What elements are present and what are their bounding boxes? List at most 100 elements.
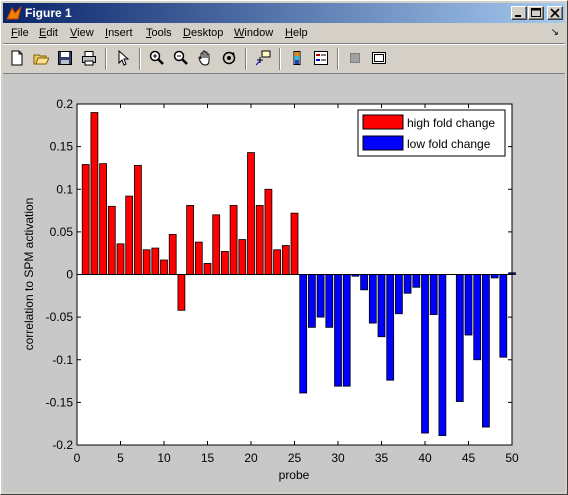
legend-swatch-high: [362, 114, 404, 130]
x-tick-label: 20: [244, 451, 258, 465]
pan-hand-icon: [198, 50, 210, 66]
bar-high: [177, 274, 186, 311]
bar-high: [212, 214, 221, 275]
bar-chart[interactable]: 0 5 10 15 20 25 30 35 40 45 50 -0.2 -0.15 -0.1 -0.05 0 0…: [3, 74, 565, 493]
x-tick-label: 35: [375, 451, 389, 465]
minimize-button[interactable]: [511, 6, 527, 20]
bar-low: [325, 274, 334, 328]
close-button[interactable]: [547, 6, 563, 20]
bar-high: [168, 234, 177, 275]
bar-low: [395, 274, 403, 315]
ticks-layer: 0 5 10 15 20 25 30 35 40 45 50 -0.2 -0.15 -0.1 -0.05 0 0…: [46, 97, 519, 465]
bar-high: [81, 164, 90, 275]
edit-plot-button[interactable]: [113, 48, 135, 70]
zoom-in-button[interactable]: [147, 48, 169, 70]
bar-high: [90, 112, 99, 275]
print-button[interactable]: [79, 48, 101, 70]
bar-low: [473, 274, 482, 361]
hide-plot-tools-button[interactable]: [345, 48, 367, 70]
bar-high: [194, 241, 203, 275]
x-tick-label: 5: [117, 451, 124, 465]
x-axis-label: probe: [279, 468, 310, 482]
bar-high: [186, 205, 194, 275]
legend-button[interactable]: [311, 48, 333, 70]
bar-high: [221, 251, 229, 275]
y-axis-label: correlation to SPM activation: [22, 198, 36, 351]
menu-tools[interactable]: Tools: [146, 27, 172, 39]
y-tick-label: 0.2: [56, 97, 73, 111]
hide-plot-tools-icon: [350, 53, 360, 63]
x-tick-label: 40: [418, 451, 432, 465]
menu-edit[interactable]: Edit: [39, 27, 58, 39]
data-cursor-button[interactable]: [253, 48, 275, 70]
bar-low: [403, 274, 412, 294]
data-cursor-icon: [255, 50, 271, 66]
menu-insert[interactable]: Insert: [105, 27, 133, 39]
title-bar[interactable]: Figure 1: [3, 3, 565, 23]
x-tick-label: 45: [462, 451, 476, 465]
legend-swatch-low: [362, 135, 404, 151]
zoom-out-button[interactable]: [171, 48, 193, 70]
edit-plot-arrow-icon: [118, 50, 130, 66]
x-tick-label: 10: [157, 451, 171, 465]
new-figure-icon: [11, 50, 23, 66]
open-file-icon: [33, 54, 49, 65]
bar-high: [238, 239, 247, 275]
pan-button[interactable]: [195, 48, 217, 70]
bar-high: [142, 249, 151, 275]
bar-low: [429, 274, 438, 315]
y-tick-label: 0.05: [50, 225, 74, 239]
y-tick-label: 0: [66, 268, 73, 282]
y-tick-label: 0.1: [56, 182, 73, 196]
bar-high: [116, 243, 125, 275]
bar-low: [438, 274, 447, 437]
show-plot-tools-button[interactable]: [369, 48, 391, 70]
show-plot-tools-icon: [372, 52, 386, 64]
bar-low: [499, 274, 508, 358]
x-tick-label: 25: [288, 451, 302, 465]
menu-desktop[interactable]: Desktop: [183, 27, 224, 39]
bar-high: [107, 205, 116, 275]
bar-low: [334, 274, 342, 387]
bar-low: [386, 274, 395, 381]
rotate-3d-button[interactable]: [219, 48, 241, 70]
maximize-button[interactable]: [528, 6, 544, 20]
colorbar-button[interactable]: [287, 48, 309, 70]
rotate-3d-icon: [222, 51, 236, 65]
bar-high: [125, 195, 134, 275]
y-tick-label: 0.15: [50, 140, 74, 154]
bar-low: [360, 274, 368, 291]
y-tick-label: -0.2: [52, 438, 73, 452]
menu-window[interactable]: Window: [234, 27, 274, 39]
new-figure-button[interactable]: [7, 48, 29, 70]
save-icon: [58, 51, 72, 65]
legend[interactable]: high fold change low fold change: [357, 109, 506, 157]
bar-high: [229, 205, 238, 275]
bar-high: [247, 152, 255, 275]
bar-low: [316, 274, 325, 318]
menu-help[interactable]: Help: [285, 27, 308, 39]
open-file-button[interactable]: [31, 48, 53, 70]
bar-low: [464, 274, 473, 336]
save-button[interactable]: [55, 48, 77, 70]
x-tick-label: 0: [74, 451, 81, 465]
menu-file[interactable]: File: [11, 27, 29, 39]
bar-high: [273, 249, 281, 275]
bar-low: [299, 274, 308, 394]
menu-view[interactable]: View: [70, 27, 94, 39]
bar-low: [308, 274, 316, 328]
dock-arrow-icon[interactable]: ↘: [550, 27, 559, 38]
toolbar-separator: [139, 48, 141, 70]
zoom-out-icon: [173, 50, 188, 65]
figure-canvas[interactable]: 0 5 10 15 20 25 30 35 40 45 50 -0.2 -0.15 -0.1 -0.05 0 0…: [3, 73, 565, 492]
bar-low: [368, 274, 377, 324]
legend-label-high: high fold change: [407, 116, 495, 130]
bar-high: [160, 259, 168, 275]
legend-icon: [314, 51, 328, 65]
toolbar-separator: [245, 48, 247, 70]
menu-bar: File Edit View Insert Tools Desktop Wind…: [3, 24, 565, 42]
zoom-in-icon: [149, 50, 164, 65]
bar-high: [264, 188, 273, 275]
bar-high: [203, 263, 212, 275]
